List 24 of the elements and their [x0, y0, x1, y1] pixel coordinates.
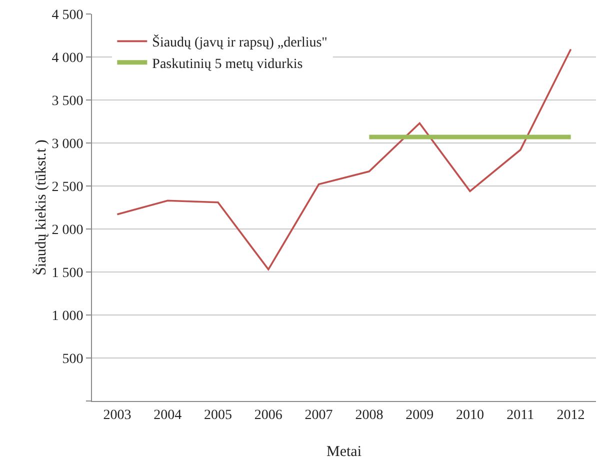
y-axis-title: Šiaudų kiekis (tūkst.t ) [32, 140, 50, 276]
x-tick-label: 2011 [506, 408, 534, 423]
legend-label: Paskutinių 5 metų vidurkis [152, 56, 303, 72]
x-tick-label: 2004 [154, 408, 182, 423]
y-tick-label: 3 000 [52, 136, 84, 152]
x-tick-label: 2006 [254, 408, 282, 423]
y-tick-label: 2 500 [52, 180, 84, 195]
x-tick-label: 2012 [556, 408, 585, 423]
y-tick-label: 1 500 [52, 266, 84, 281]
legend-label: Šiaudų (javų ir rapsų) „derlius" [152, 34, 328, 51]
x-tick-label: 2007 [304, 408, 333, 423]
x-tick-label: 2010 [456, 408, 484, 423]
y-tick-label: 1 000 [52, 308, 84, 324]
x-tick-label: 2005 [204, 408, 232, 423]
x-tick-label: 2009 [406, 408, 434, 423]
y-tick-label: 4 000 [52, 50, 84, 66]
x-tick-label: 2003 [103, 408, 132, 423]
y-tick-label: 2 000 [52, 222, 84, 238]
x-tick-label: 2008 [355, 408, 384, 423]
y-tick-label: 500 [62, 352, 84, 367]
y-tick-label: 3 500 [52, 94, 84, 109]
y-tick-label: 4 500 [52, 8, 84, 23]
line-series [116, 48, 572, 270]
x-axis-title: Metai [326, 444, 362, 460]
